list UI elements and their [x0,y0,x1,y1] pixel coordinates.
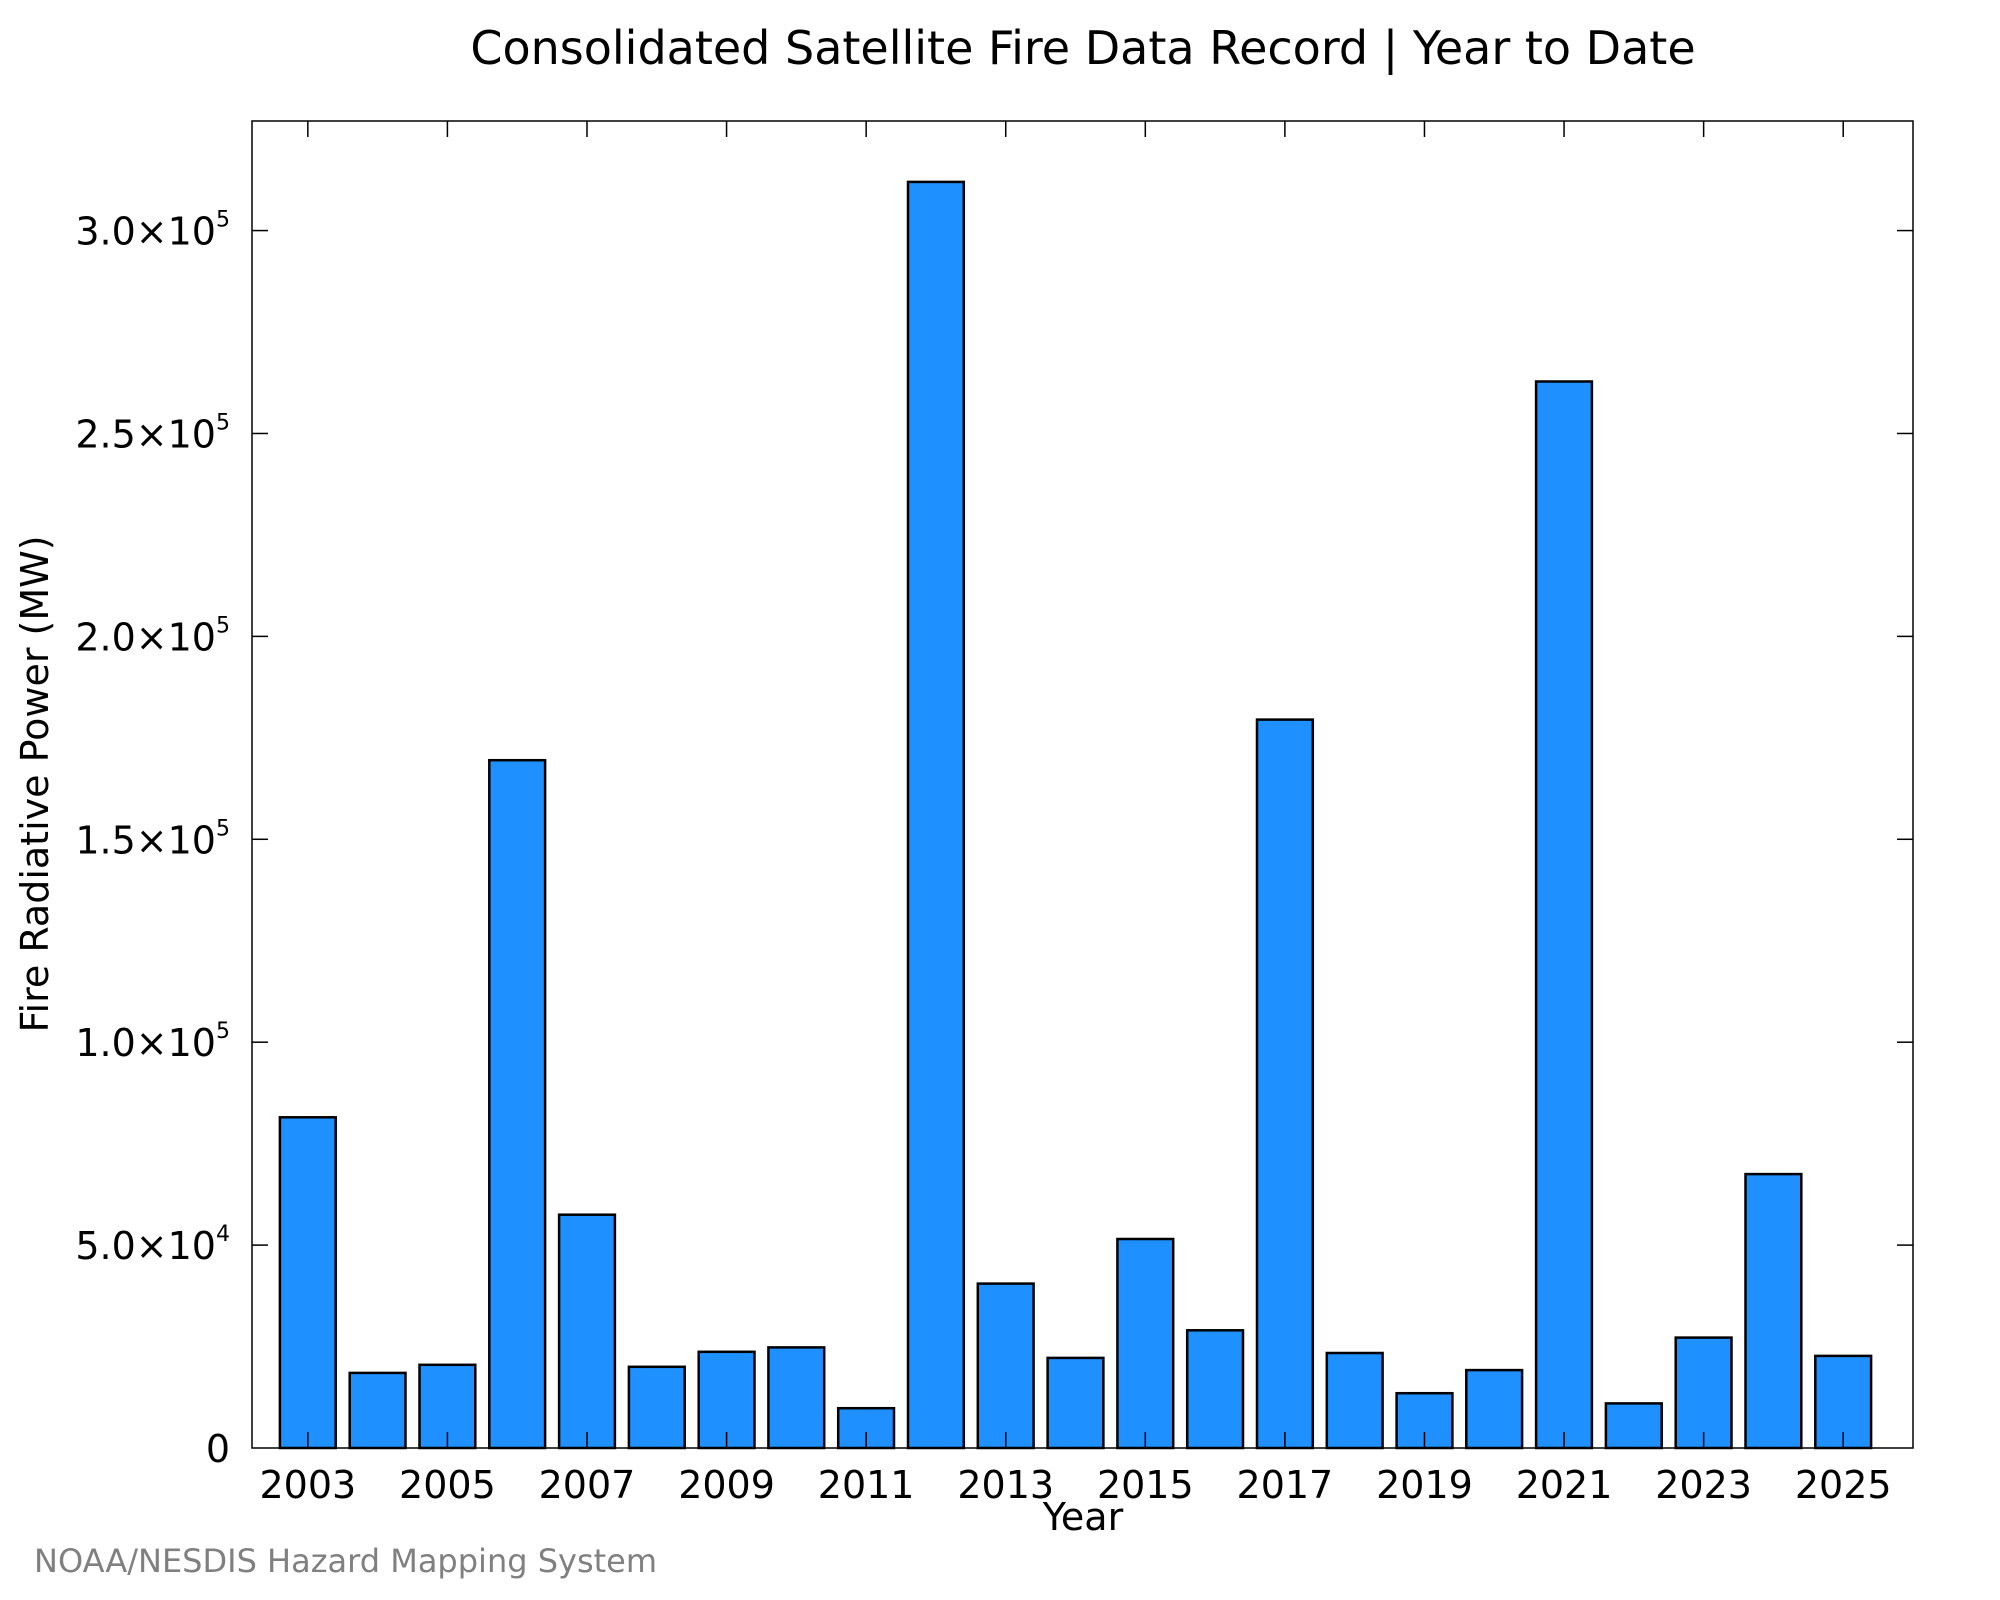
x-tick-label-2009: 2009 [678,1463,775,1507]
x-tick-label-2017: 2017 [1237,1463,1334,1507]
chart-title: Consolidated Satellite Fire Data Record … [470,21,1695,76]
x-tick-label-2025: 2025 [1795,1463,1892,1507]
y-tick-label-300000: 3.0×105 [75,208,230,254]
bar-2024 [1744,1172,1803,1450]
bars-layer [278,180,1873,1450]
bar-2018 [1325,1351,1384,1450]
bar-2012 [906,180,966,1450]
source-credit: NOAA/NESDIS Hazard Mapping System [34,1542,657,1580]
bar-2013 [976,1282,1035,1450]
x-tick-label-2021: 2021 [1516,1463,1613,1507]
bar-2006 [488,758,547,1450]
bar-2008 [627,1365,686,1450]
y-axis-ticks: 0 5.0×104 1.0×105 1.5×105 2.0×105 2.5×105 3.0×… [75,208,1913,1471]
bar-2020 [1465,1368,1524,1450]
bar-2004 [348,1371,407,1450]
bar-2014 [1046,1356,1105,1450]
x-axis-label: Year [1042,1495,1124,1539]
x-tick-label-2013: 2013 [957,1463,1054,1507]
y-tick-label-100000: 1.0×105 [75,1019,230,1065]
x-tick-label-2015: 2015 [1097,1463,1194,1507]
bar-2007 [557,1213,617,1450]
y-tick-label-250000: 2.5×105 [75,410,230,456]
x-tick-label-2003: 2003 [259,1463,356,1507]
x-tick-label-2019: 2019 [1376,1463,1473,1507]
x-tick-label-2023: 2023 [1655,1463,1752,1507]
y-tick-label-200000: 2.0×105 [75,613,230,659]
y-tick-label-0: 0 [206,1427,230,1471]
x-axis-ticks: 2003 2005 2007 2009 2011 2013 2015 2017 2019 2021… [259,121,1892,1507]
y-tick-label-150000: 1.5×105 [75,816,230,862]
bar-2016 [1185,1329,1245,1450]
x-tick-label-2011: 2011 [818,1463,915,1507]
bar-2021 [1534,380,1594,1450]
bar-2017 [1255,718,1315,1450]
bar-2010 [767,1346,826,1450]
y-tick-label-50000: 5.0×104 [75,1222,230,1268]
x-tick-label-2005: 2005 [399,1463,496,1507]
bar-2022 [1604,1402,1663,1450]
bar-2003 [278,1116,337,1450]
bar-2015 [1116,1237,1175,1450]
bar-2023 [1674,1336,1733,1450]
x-tick-label-2007: 2007 [539,1463,636,1507]
y-axis-label: Fire Radiative Power (MW) [13,535,57,1032]
